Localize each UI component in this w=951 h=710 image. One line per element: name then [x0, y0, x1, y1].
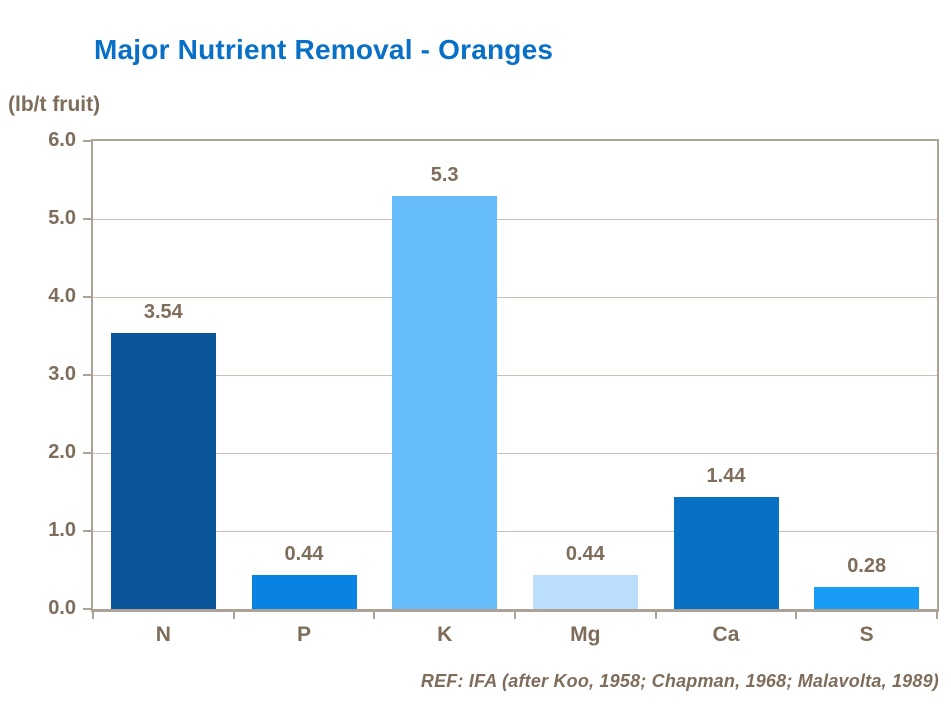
y-axis-tick-label: 3.0	[48, 363, 76, 385]
y-axis-tick-mark	[83, 608, 91, 610]
x-axis-tick-label: P	[296, 623, 311, 646]
bar-value-label: 3.54	[143, 300, 183, 323]
y-axis-tick-mark	[83, 296, 91, 298]
bar-K	[392, 195, 498, 609]
x-axis-tick-mark	[795, 612, 798, 619]
x-axis-tick-label: N	[155, 623, 171, 646]
gridline	[93, 296, 937, 298]
gridline	[93, 218, 937, 220]
bar-value-label: 0.44	[565, 542, 605, 565]
bar-value-label: 0.44	[284, 542, 324, 565]
x-axis-tick-label: K	[437, 623, 453, 646]
y-axis-tick-mark	[83, 218, 91, 220]
gridline	[93, 530, 937, 532]
x-axis-tick-label: Mg	[570, 623, 601, 646]
x-axis-tick-label: S	[859, 623, 874, 646]
y-axis-tick-mark	[83, 374, 91, 376]
plot-area	[91, 139, 939, 612]
bar-value-label: 5.3	[430, 163, 459, 186]
y-axis-tick-mark	[83, 530, 91, 532]
x-axis-tick-mark	[232, 612, 235, 619]
x-axis-tick-mark	[92, 612, 94, 619]
y-axis-tick-label: 1.0	[48, 519, 76, 541]
y-axis-unit-label: (lb/t fruit)	[8, 93, 101, 116]
x-axis-tick-mark	[373, 612, 376, 619]
x-axis-tick-mark	[654, 612, 657, 619]
y-axis-tick-label: 4.0	[48, 285, 76, 307]
bar-S	[814, 587, 920, 609]
x-axis-tick-mark	[936, 612, 938, 619]
y-axis-tick-label: 5.0	[48, 207, 76, 229]
y-axis-tick-label: 6.0	[48, 129, 76, 151]
y-axis-tick-label: 2.0	[48, 441, 76, 463]
bar-N	[110, 332, 216, 609]
bar-value-label: 1.44	[706, 464, 746, 487]
gridline	[93, 452, 937, 454]
gridline	[93, 374, 937, 376]
bar-Ca	[673, 496, 779, 609]
bar-value-label: 0.28	[847, 555, 887, 578]
x-axis-tick-label: Ca	[712, 623, 740, 646]
chart-title: Major Nutrient Removal - Oranges	[94, 34, 554, 65]
y-axis-tick-mark	[83, 452, 91, 454]
y-axis-tick-label: 0.0	[48, 597, 76, 619]
x-axis-tick-mark	[514, 612, 516, 619]
y-axis-tick-mark	[83, 140, 91, 142]
bar-Mg	[532, 574, 638, 609]
footnote-reference: REF: IFA (after Koo, 1958; Chapman, 1968…	[420, 671, 939, 691]
bar-P	[251, 574, 357, 609]
